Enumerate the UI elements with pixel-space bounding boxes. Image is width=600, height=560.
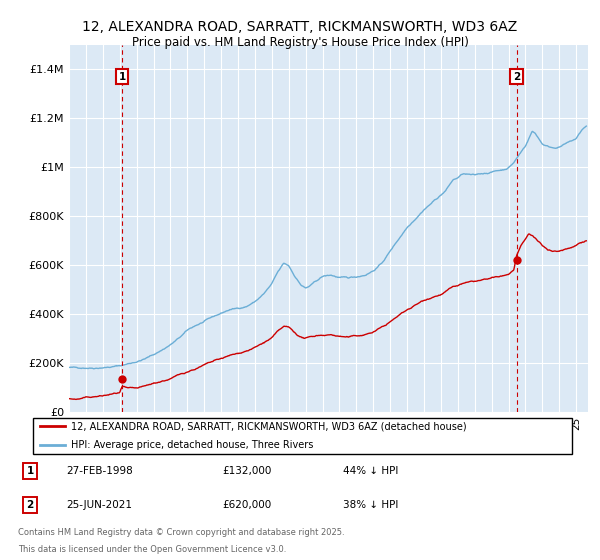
Text: 1: 1	[119, 72, 126, 82]
Text: 12, ALEXANDRA ROAD, SARRATT, RICKMANSWORTH, WD3 6AZ: 12, ALEXANDRA ROAD, SARRATT, RICKMANSWOR…	[82, 20, 518, 34]
Text: £132,000: £132,000	[222, 466, 272, 476]
Text: 1: 1	[26, 466, 34, 476]
Text: 25-JUN-2021: 25-JUN-2021	[67, 500, 133, 510]
Text: Price paid vs. HM Land Registry's House Price Index (HPI): Price paid vs. HM Land Registry's House …	[131, 36, 469, 49]
Text: This data is licensed under the Open Government Licence v3.0.: This data is licensed under the Open Gov…	[18, 545, 286, 554]
Text: 12, ALEXANDRA ROAD, SARRATT, RICKMANSWORTH, WD3 6AZ (detached house): 12, ALEXANDRA ROAD, SARRATT, RICKMANSWOR…	[71, 421, 467, 431]
Text: Contains HM Land Registry data © Crown copyright and database right 2025.: Contains HM Land Registry data © Crown c…	[18, 528, 344, 536]
Text: 27-FEB-1998: 27-FEB-1998	[67, 466, 133, 476]
Text: 2: 2	[513, 72, 520, 82]
Text: 2: 2	[26, 500, 34, 510]
Text: HPI: Average price, detached house, Three Rivers: HPI: Average price, detached house, Thre…	[71, 440, 313, 450]
Text: 38% ↓ HPI: 38% ↓ HPI	[343, 500, 398, 510]
Text: £620,000: £620,000	[222, 500, 271, 510]
Text: 44% ↓ HPI: 44% ↓ HPI	[343, 466, 398, 476]
FancyBboxPatch shape	[33, 418, 572, 454]
